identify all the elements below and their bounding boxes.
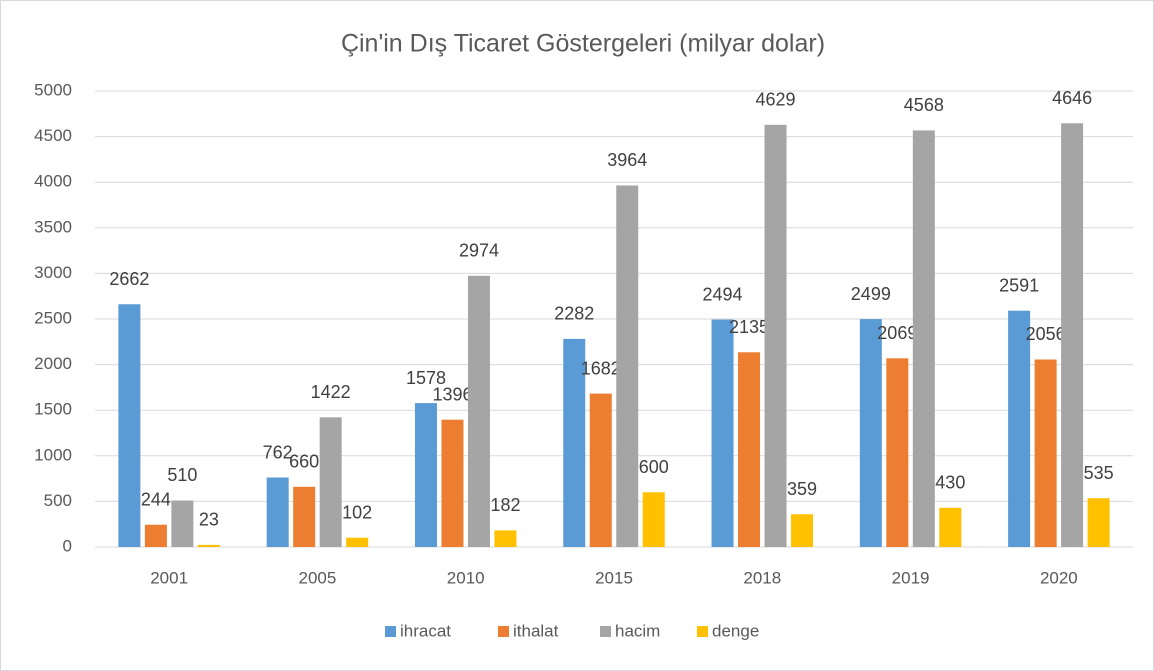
x-tick-label: 2020 xyxy=(1040,568,1078,587)
value-label: 2494 xyxy=(703,284,743,304)
x-tick-label: 2015 xyxy=(595,568,633,587)
chart-title: Çin'in Dış Ticaret Göstergeleri (milyar … xyxy=(341,30,825,58)
y-tick-label: 5000 xyxy=(34,80,72,99)
value-label: 2974 xyxy=(459,241,499,261)
value-label: 244 xyxy=(141,489,171,509)
value-label: 510 xyxy=(167,465,197,485)
bar xyxy=(467,275,490,547)
y-tick-label: 2000 xyxy=(34,354,72,373)
value-label: 4629 xyxy=(756,90,796,110)
y-tick-label: 3000 xyxy=(34,263,72,282)
y-tick-label: 0 xyxy=(63,536,72,555)
bar xyxy=(144,524,167,547)
bar xyxy=(266,477,289,547)
y-tick-label: 4500 xyxy=(34,126,72,145)
value-label: 2056 xyxy=(1026,324,1066,344)
bar xyxy=(764,124,787,547)
bar xyxy=(1034,359,1057,547)
x-tick-label: 2001 xyxy=(150,568,188,587)
bar xyxy=(939,507,962,547)
legend-label: denge xyxy=(712,621,759,640)
y-tick-label: 500 xyxy=(44,491,72,510)
value-label: 1422 xyxy=(311,382,351,402)
x-tick-label: 2010 xyxy=(447,568,485,587)
legend-swatch xyxy=(697,626,708,637)
x-tick-label: 2019 xyxy=(892,568,930,587)
bar xyxy=(319,417,342,547)
value-label: 3964 xyxy=(607,150,647,170)
y-tick-label: 2500 xyxy=(34,308,72,327)
bar xyxy=(293,486,316,547)
value-label: 182 xyxy=(490,495,520,515)
legend-label: ithalat xyxy=(513,621,559,640)
bar xyxy=(859,319,882,547)
bar xyxy=(886,358,909,547)
bar xyxy=(197,544,220,547)
bar xyxy=(494,530,517,547)
value-label: 102 xyxy=(342,502,372,522)
y-tick-label: 1000 xyxy=(34,445,72,464)
legend-swatch xyxy=(600,626,611,637)
legend-swatch xyxy=(385,626,396,637)
bar xyxy=(118,304,141,547)
bar xyxy=(346,537,369,547)
x-tick-label: 2005 xyxy=(299,568,337,587)
value-label: 762 xyxy=(263,442,293,462)
bar xyxy=(171,500,194,547)
legend-label: ihracat xyxy=(400,621,451,640)
value-label: 359 xyxy=(787,479,817,499)
legend-swatch xyxy=(498,626,509,637)
value-label: 660 xyxy=(289,452,319,472)
y-tick-label: 1500 xyxy=(34,400,72,419)
value-label: 1682 xyxy=(581,358,621,378)
value-label: 4646 xyxy=(1052,88,1092,108)
value-label: 2069 xyxy=(877,323,917,343)
bar xyxy=(563,338,586,547)
value-label: 23 xyxy=(199,510,219,530)
bar xyxy=(711,319,734,547)
bar xyxy=(414,403,437,547)
value-label: 2662 xyxy=(109,269,149,289)
bar xyxy=(616,185,639,547)
bar xyxy=(1008,310,1031,547)
y-tick-label: 3500 xyxy=(34,217,72,236)
value-label: 4568 xyxy=(904,95,944,115)
bar xyxy=(642,492,665,547)
value-label: 2591 xyxy=(999,275,1039,295)
bar xyxy=(791,514,814,547)
value-label: 2282 xyxy=(554,304,594,324)
value-label: 430 xyxy=(935,473,965,493)
bar xyxy=(1087,498,1110,547)
value-label: 1396 xyxy=(432,384,472,404)
bar xyxy=(738,352,761,547)
value-label: 535 xyxy=(1084,463,1114,483)
value-label: 1578 xyxy=(406,368,446,388)
bar xyxy=(912,130,935,547)
y-tick-label: 4000 xyxy=(34,172,72,191)
value-label: 2499 xyxy=(851,284,891,304)
bar xyxy=(441,419,464,547)
bar xyxy=(1061,123,1084,548)
value-label: 600 xyxy=(639,457,669,477)
x-tick-label: 2018 xyxy=(743,568,781,587)
bar xyxy=(589,393,612,547)
legend-label: hacim xyxy=(615,621,660,640)
value-label: 2135 xyxy=(729,317,769,337)
